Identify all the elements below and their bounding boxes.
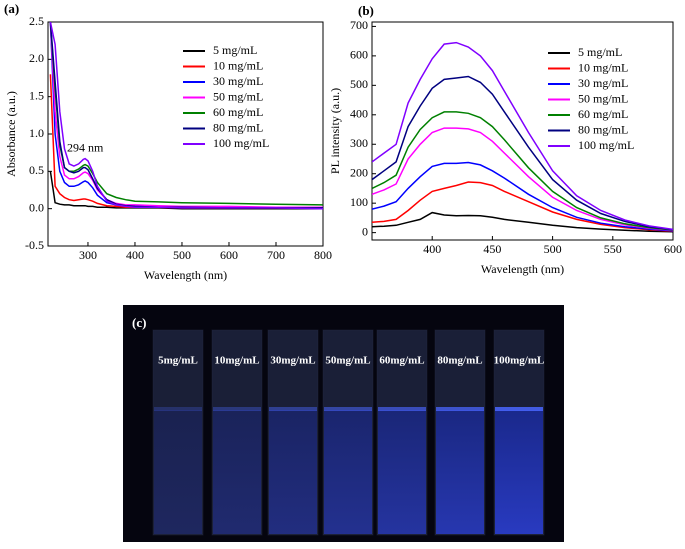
plot-frame [371,21,674,241]
legend-label: 80 mg/mL [578,122,628,136]
sample-label: 10mg/mL [214,355,259,367]
series-line [372,211,673,233]
x-axis-title: Wavelength (nm) [481,262,564,276]
legend-label: 100 mg/mL [578,138,634,152]
meniscus [213,407,261,411]
cuvette-liquid [324,410,372,534]
x-tick-label: 500 [544,242,562,256]
series-line [372,41,673,231]
legend-label: 60 mg/mL [213,105,263,119]
x-axis-title: Wavelength (nm) [144,268,227,282]
meniscus [324,407,372,411]
y-axis-title: Absorbance (a.u.) [4,91,18,177]
y-tick-label: 100 [350,195,368,209]
plot-frame [47,21,324,247]
y-tick-label: 700 [350,18,368,32]
legend-label: 10 mg/mL [213,58,263,72]
cuvette-liquid [269,410,317,534]
y-axis-title: PL intensity (a.u.) [328,88,342,174]
annotation: 294 nm [67,140,104,154]
y-tick-label: 600 [350,48,368,62]
series-group [372,41,673,233]
x-tick-label: 700 [267,248,285,262]
series-line [372,127,673,232]
y-tick-label: 2.0 [29,51,44,65]
series-line [372,161,673,232]
panel-label: (b) [358,3,374,18]
sample-label: 5mg/mL [158,355,198,367]
series-line [372,75,673,231]
cuvette-liquid [436,410,484,534]
meniscus [378,407,426,411]
series-line [49,22,323,209]
sample-label: 30mg/mL [270,355,315,367]
legend-label: 80 mg/mL [213,120,263,134]
legend-label: 30 mg/mL [578,76,628,90]
series-line [49,171,323,210]
cuvette-liquid [495,410,543,534]
x-tick-label: 450 [483,242,501,256]
legend-label: 60 mg/mL [578,107,628,121]
cuvette-liquid [213,410,261,534]
x-tick-label: 800 [314,248,332,262]
y-tick-label: 0.5 [29,163,44,177]
cuvette-liquid [154,410,202,534]
meniscus [269,407,317,411]
sample-label: 50mg/mL [325,355,370,367]
y-tick-label: 1.5 [29,88,44,102]
x-tick-label: 600 [220,248,238,262]
meniscus [495,407,543,411]
y-tick-label: -0.5 [25,238,44,252]
y-tick-label: 300 [350,136,368,150]
series-line [49,22,323,209]
series-line [49,22,323,208]
meniscus [154,407,202,411]
x-tick-label: 300 [79,248,97,262]
legend-label: 100 mg/mL [213,136,269,150]
series-line [372,111,673,231]
x-tick-label: 400 [126,248,144,262]
y-tick-label: 1.0 [29,126,44,140]
meniscus [436,407,484,411]
y-tick-label: 0.0 [29,200,44,214]
legend-label: 30 mg/mL [213,74,263,88]
sample-label: 100mg/mL [494,355,545,367]
series-line [372,181,673,232]
y-tick-label: 200 [350,165,368,179]
y-tick-label: 2.5 [29,14,44,28]
series-line [49,22,323,210]
x-tick-label: 500 [173,248,191,262]
y-tick-label: 500 [350,77,368,91]
sample-label: 60mg/mL [379,355,424,367]
legend-label: 5 mg/mL [213,43,257,57]
x-tick-label: 600 [664,242,682,256]
series-group [49,22,323,210]
panel-label: (a) [4,1,19,16]
legend-label: 50 mg/mL [213,89,263,103]
y-tick-label: 400 [350,107,368,121]
legend-label: 5 mg/mL [578,45,622,59]
sample-label: 80mg/mL [437,355,482,367]
x-tick-label: 550 [604,242,622,256]
y-tick-label: 0 [362,224,368,238]
legend-label: 10 mg/mL [578,60,628,74]
x-tick-label: 400 [423,242,441,256]
legend-label: 50 mg/mL [578,91,628,105]
panel-label: (c) [132,315,146,330]
cuvette-liquid [378,410,426,534]
